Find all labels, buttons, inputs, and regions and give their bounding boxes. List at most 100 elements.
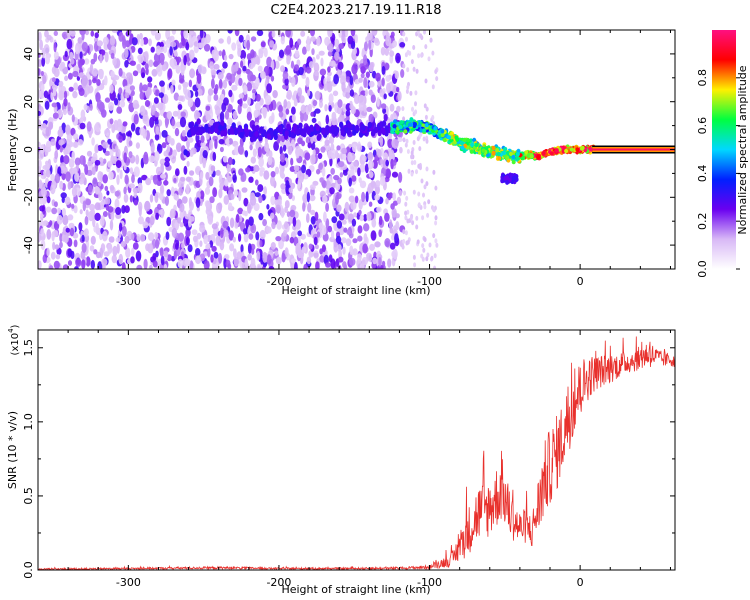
heatmap-cell [67,260,73,266]
heatmap-cell [213,63,220,70]
heatmap-cell [351,64,358,75]
heatmap-cell [477,150,482,155]
heatmap-cell [415,169,418,175]
heatmap-cell [263,170,270,180]
heatmap-cell [166,216,172,227]
heatmap-cell [359,214,364,222]
heatmap-cell [223,258,227,269]
heatmap-cell [161,63,167,72]
snr-scale-factor: (x104) [7,324,21,355]
heatmap-cell [128,151,133,159]
heatmap-cell [347,151,353,163]
heatmap-cell [211,78,215,89]
heatmap-cell [403,129,408,134]
heatmap-cell [423,103,427,109]
heatmap-cell [521,155,526,161]
heatmap-cell [276,220,282,230]
heatmap-cell [368,89,373,96]
heatmap-cell [166,189,171,197]
heatmap-cell [129,167,134,175]
heatmap-cell [363,77,368,89]
heatmap-cell [60,155,65,165]
heatmap-cell [81,75,88,86]
heatmap-cell [214,138,218,150]
heatmap-cell [380,46,386,56]
heatmap-cell [256,250,261,261]
heatmap-cell [330,167,336,175]
heatmap-cell [78,222,83,231]
heatmap-cell [280,207,285,218]
heatmap-cell [206,243,211,250]
heatmap-cell [336,145,341,151]
heatmap-cell [169,208,176,219]
heatmap-cell [308,61,314,69]
heatmap-cell [102,141,109,149]
colorbar-label: Normalized spectral amplitude [736,65,749,234]
heatmap-cell [63,98,68,107]
heatmap-cell [363,54,368,66]
heatmap-cell [78,178,84,185]
heatmap-cell [218,50,223,57]
heatmap-cell [284,200,290,209]
heatmap-cell [51,77,57,83]
heatmap-cell [312,99,318,107]
heatmap-cell [392,159,397,166]
heatmap-cell [94,212,101,221]
heatmap-cell [282,71,289,80]
heatmap-cell [202,150,208,159]
heatmap-cell [378,215,383,226]
heatmap-cell [118,222,123,232]
heatmap-cell [325,125,330,132]
heatmap-cell [354,34,358,44]
heatmap-cell [270,242,276,250]
heatmap-cell [284,77,289,86]
heatmap-cell [162,94,169,104]
heatmap-cell [246,111,252,121]
heatmap-cell [285,45,292,55]
heatmap-cell [38,103,41,109]
heatmap-cell [229,128,235,135]
svg-text:(x104): (x104) [7,324,21,355]
heatmap-cell [65,171,71,182]
heatmap-cell [310,30,315,37]
heatmap-cell [349,75,354,86]
colorbar-tick-label: 0.8 [696,69,709,87]
heatmap-cell [82,200,87,212]
heatmap-cell [48,265,54,269]
heatmap-cell [368,80,375,88]
heatmap-cell [286,123,291,130]
heatmap-cell [129,35,133,46]
heatmap-cell [260,41,266,48]
heatmap-cell [249,144,253,151]
heatmap-cell [407,168,411,174]
heatmap-cell [126,72,133,79]
heatmap-cell [424,114,428,120]
heatmap-cell [234,30,240,37]
colorbar-tick-label: 0.2 [696,212,709,230]
heatmap-cell [160,255,165,266]
heatmap-cell [91,166,96,176]
heatmap-cell [59,180,64,190]
heatmap-cell [185,236,190,246]
heatmap-cell [94,37,99,43]
heatmap-cell [107,138,112,145]
heatmap-cell [219,111,225,122]
heatmap-cell [41,56,46,67]
heatmap-cell [189,68,196,79]
heatmap-cell [183,165,188,175]
heatmap-cell [137,177,143,185]
heatmap-cell [223,231,229,238]
heatmap-cell [353,212,358,218]
heatmap-saturated-core [592,148,675,151]
heatmap-cell [149,215,155,226]
heatmap-cell [357,167,361,177]
heatmap-cell [174,222,180,228]
heatmap-cell [242,65,247,72]
heatmap-cell [424,44,428,50]
heatmap-cell [57,207,61,214]
heatmap-cell [170,58,178,70]
heatmap-cell [286,89,293,100]
heatmap-cell [363,233,368,243]
heatmap-cell [579,146,584,151]
heatmap-cell [273,141,279,152]
